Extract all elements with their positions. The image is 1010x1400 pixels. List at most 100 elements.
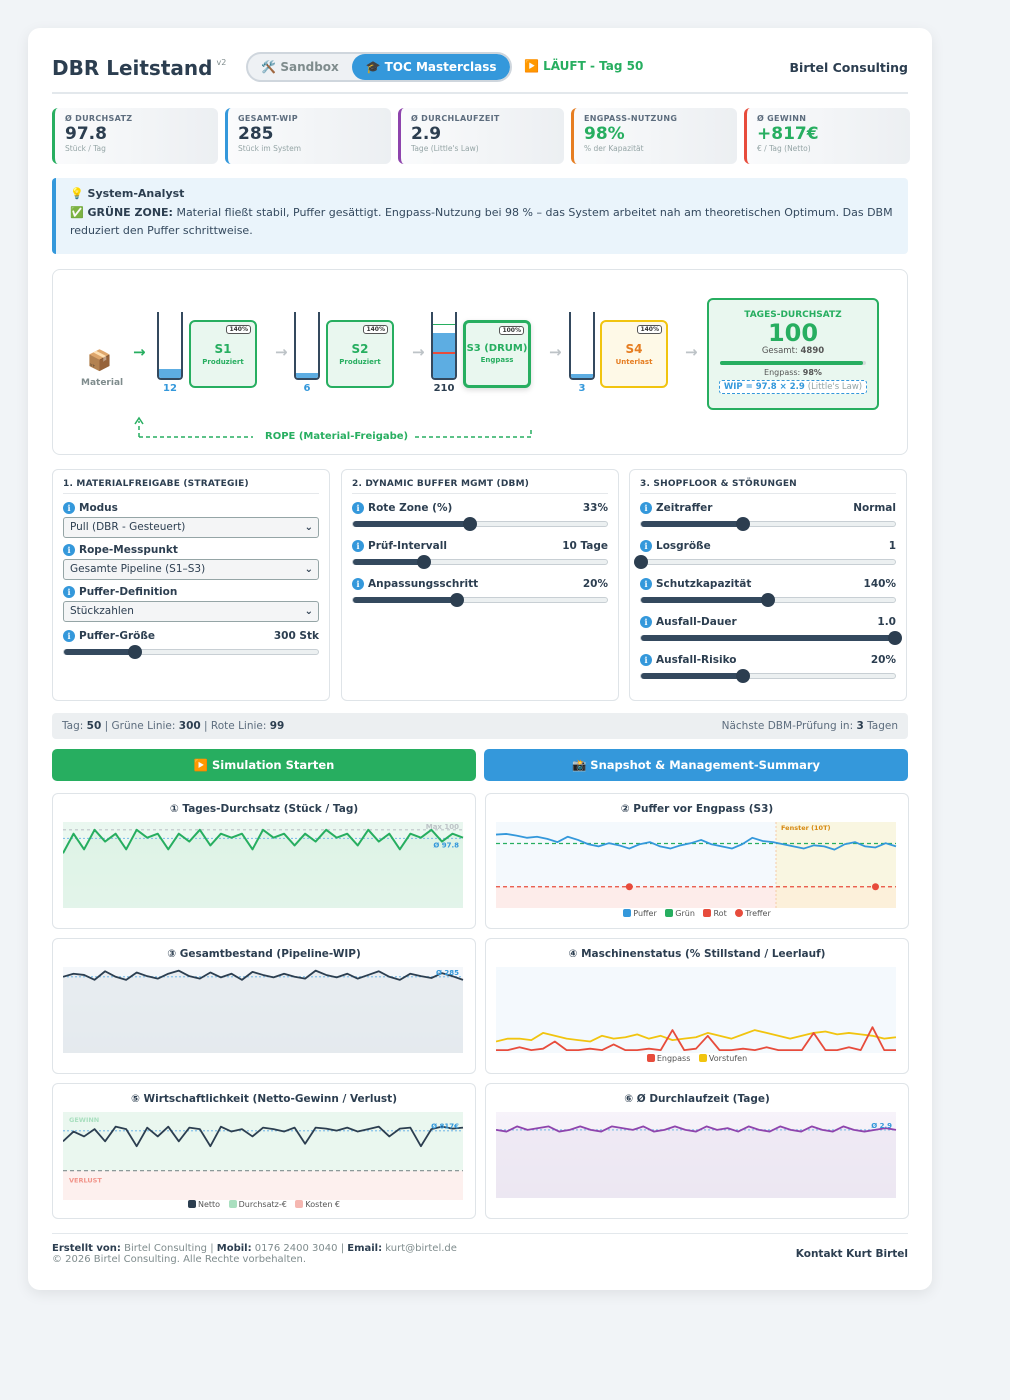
legend-label: Rot: [713, 909, 727, 918]
mode-sandbox-button[interactable]: 🛠️ Sandbox: [261, 60, 339, 74]
slider-value: Normal: [853, 502, 896, 514]
arrow-icon: →: [685, 343, 698, 361]
legend-label: Engpass: [656, 1054, 691, 1063]
buffer-fill: [433, 333, 455, 378]
slider-handle[interactable]: [888, 631, 902, 645]
panel-title: 2. DYNAMIC BUFFER MGMT (DBM): [352, 479, 608, 494]
mobile-label: Mobil:: [216, 1243, 252, 1254]
station-2: 140% S2 Produziert: [326, 320, 394, 388]
mode-select-value: Pull (DBR - Gesteuert): [70, 521, 186, 533]
mode-toggle[interactable]: 🛠️ Sandbox 🎓 TOC Masterclass: [246, 52, 512, 82]
slider[interactable]: [640, 517, 896, 531]
buffer-def-value: Stückzahlen: [70, 605, 134, 617]
info-icon[interactable]: i: [352, 578, 364, 590]
slider-value: 20%: [582, 578, 608, 590]
rope-label: ROPE (Material-Freigabe): [265, 431, 409, 442]
slider-handle[interactable]: [761, 593, 775, 607]
average-label: Ø 2.9: [871, 1122, 892, 1130]
daily-throughput-label: TAGES-DURCHSATZ: [744, 310, 842, 320]
kpi-label: ENGPASS-NUTZUNG: [584, 114, 678, 123]
rope-select[interactable]: Gesamte Pipeline (S1–S3) ⌄: [63, 559, 319, 580]
chart-leadtime: ⑥ Ø Durchlaufzeit (Tage) Ø 2.9: [485, 1083, 909, 1219]
snapshot-button[interactable]: 📸 Snapshot & Management-Summary: [484, 749, 908, 781]
analyst-text: ✅ GRÜNE ZONE: Material fließt stabil, Pu…: [70, 204, 894, 240]
legend-label: Durchsatz-€: [238, 1200, 287, 1209]
profit-plot: GEWINN VERLUST Ø 817€: [63, 1112, 464, 1200]
info-icon[interactable]: i: [640, 616, 652, 628]
legend-item: Engpass: [646, 1054, 691, 1063]
slider[interactable]: [352, 593, 608, 607]
mode-label: Modus: [79, 502, 118, 514]
info-icon[interactable]: i: [640, 654, 652, 666]
email-link[interactable]: kurt@birtel.de: [385, 1243, 457, 1254]
brand-name: Birtel Consulting: [789, 60, 908, 75]
info-icon[interactable]: i: [63, 630, 75, 642]
info-icon[interactable]: i: [640, 502, 652, 514]
mode-select[interactable]: Pull (DBR - Gesteuert) ⌄: [63, 517, 319, 538]
slider[interactable]: [640, 631, 902, 645]
buffer-count: 3: [578, 383, 586, 394]
slider-handle[interactable]: [417, 555, 432, 569]
analyst-message: Material fließt stabil, Puffer gesättigt…: [70, 206, 893, 237]
info-icon[interactable]: i: [63, 544, 75, 556]
info-icon[interactable]: i: [640, 578, 652, 590]
kpi-sub: % der Kapazität: [584, 144, 644, 153]
footer-info: Erstellt von: Birtel Consulting | Mobil:…: [52, 1243, 457, 1265]
analyst-zone: ✅ GRÜNE ZONE:: [70, 206, 173, 219]
slider-handle[interactable]: [462, 517, 477, 531]
red-line-marker: [433, 352, 455, 354]
slider-handle[interactable]: [735, 517, 750, 531]
mode-masterclass-button[interactable]: 🎓 TOC Masterclass: [352, 54, 510, 80]
netto-line: [63, 1125, 464, 1148]
slider-control: i Zeitraffer Normal: [640, 502, 896, 531]
slider-handle[interactable]: [735, 669, 750, 683]
buffer-size-label: Puffer-Größe: [79, 630, 156, 642]
slider-label: Prüf-Intervall: [368, 540, 447, 552]
info-icon[interactable]: i: [63, 502, 75, 514]
info-icon[interactable]: i: [352, 540, 364, 552]
mobile-value: 0176 2400 3040: [254, 1243, 338, 1254]
material-icon: 📦: [87, 348, 112, 372]
wip-formula: WIP = 97.8 × 2.9 (Little's Law): [719, 380, 867, 394]
copyright: © 2026 Birtel Consulting. Alle Rechte vo…: [52, 1254, 307, 1265]
kpi-value: +817€: [757, 124, 819, 144]
slider[interactable]: [352, 555, 608, 569]
chart-title: ⑤ Wirtschaftlichkeit (Netto-Gewinn / Ver…: [131, 1093, 397, 1105]
created-label: Erstellt von:: [52, 1243, 121, 1254]
slider[interactable]: [352, 517, 608, 531]
throughput-plot: Max 100 Ø 97.8: [63, 822, 464, 908]
slider[interactable]: [640, 669, 896, 683]
slider-label: Schutzkapazität: [656, 578, 752, 590]
engpass-line: [496, 1026, 896, 1052]
arrow-icon: →: [412, 343, 425, 361]
slider-label: Ausfall-Risiko: [656, 654, 737, 666]
slider-handle[interactable]: [128, 645, 143, 659]
chart-wip: ③ Gesamtbestand (Pipeline-WIP) Ø 285: [52, 938, 476, 1074]
system-analyst-box: 💡 System-Analyst ✅ GRÜNE ZONE: Material …: [52, 178, 908, 254]
contact-link[interactable]: Kontakt Kurt Birtel: [795, 1248, 908, 1260]
buffer-size-slider[interactable]: [63, 645, 319, 659]
slider[interactable]: [640, 593, 896, 607]
buffer-definition-select[interactable]: Stückzahlen ⌄: [63, 601, 319, 622]
slider-handle[interactable]: [450, 593, 465, 607]
station-name: S2: [351, 342, 369, 356]
start-simulation-button[interactable]: ▶️ Simulation Starten: [52, 749, 476, 781]
rope-select-value: Gesamte Pipeline (S1–S3): [70, 563, 206, 575]
slider-handle[interactable]: [634, 555, 648, 569]
run-status: ▶️ LÄUFT - Tag 50: [524, 59, 644, 73]
green-line-label: Grüne Linie:: [111, 720, 176, 732]
info-icon[interactable]: i: [352, 502, 364, 514]
info-icon[interactable]: i: [640, 540, 652, 552]
window-label: Fenster (10T): [781, 824, 831, 832]
chart-title: ① Tages-Durchsatz (Stück / Tag): [169, 803, 359, 815]
chart-title: ⑥ Ø Durchlaufzeit (Tage): [624, 1093, 770, 1105]
vorstufen-line: [496, 1029, 897, 1043]
wip-formula-text: WIP = 97.8 × 2.9: [723, 382, 805, 392]
status-bar: Tag: 50 | Grüne Linie: 300 | Rote Linie:…: [52, 713, 908, 739]
chart-title: ② Puffer vor Engpass (S3): [620, 803, 774, 815]
info-icon[interactable]: i: [63, 586, 75, 598]
buffer-fill: [159, 368, 181, 378]
slider-value: 20%: [870, 654, 896, 666]
slider[interactable]: [634, 555, 896, 569]
station-status: Produziert: [202, 358, 244, 366]
